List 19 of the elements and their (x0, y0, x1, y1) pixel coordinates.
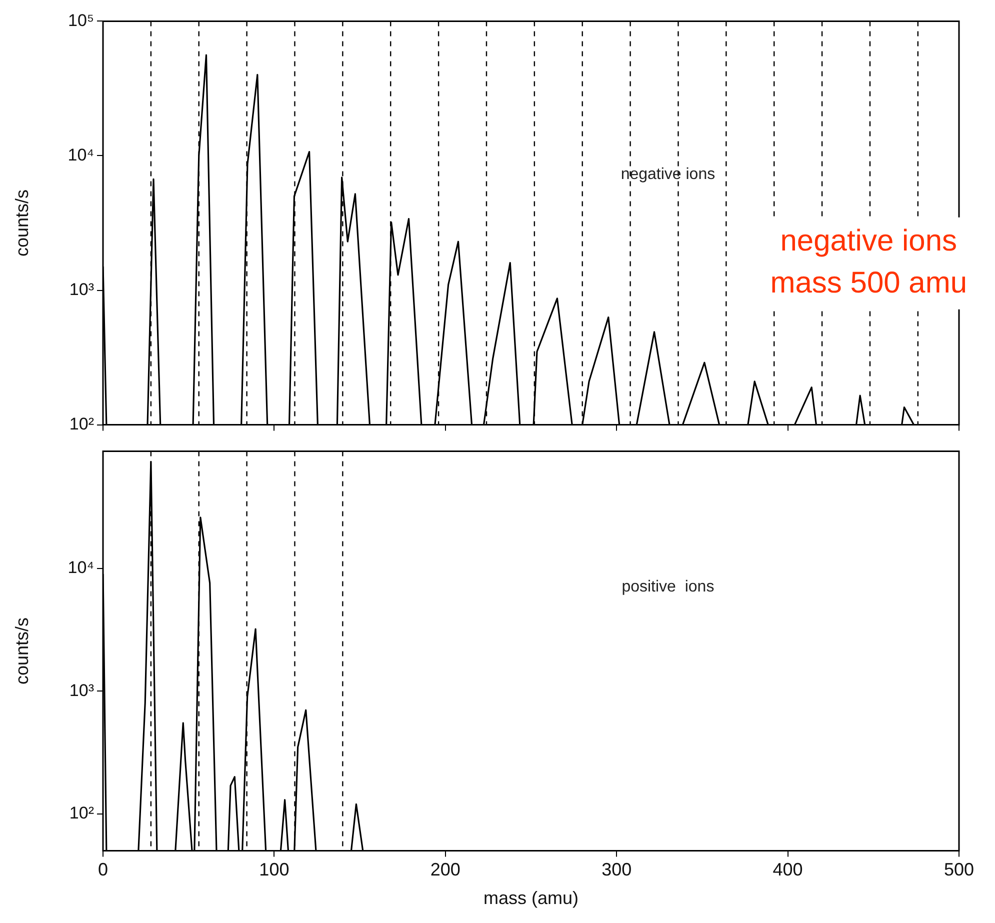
y-tick-label: 10² (69, 414, 94, 434)
x-tick-label: 500 (944, 860, 974, 880)
x-tick-label: 100 (259, 860, 290, 880)
y-axis-title: counts/s (12, 617, 32, 685)
annotation: positive ions (622, 578, 714, 596)
annotation: negative ions mass 500 amu (770, 224, 968, 300)
x-tick-label: 400 (772, 860, 803, 880)
y-tick-label: 10² (69, 804, 94, 823)
y-tick-label: 10⁴ (68, 558, 94, 578)
y-tick-label: 10³ (69, 680, 94, 700)
y-tick-label: 10³ (69, 280, 94, 299)
y-tick-label: 10⁵ (68, 10, 94, 30)
x-axis-title: mass (amu) (483, 888, 579, 908)
x-tick-label: 0 (98, 860, 108, 880)
x-tick-label: 300 (602, 860, 632, 880)
x-tick-label: 200 (430, 860, 460, 880)
y-tick-label: 10⁴ (68, 145, 94, 164)
y-axis-title: counts/s (12, 189, 32, 257)
annotation: negative ions (620, 166, 716, 183)
